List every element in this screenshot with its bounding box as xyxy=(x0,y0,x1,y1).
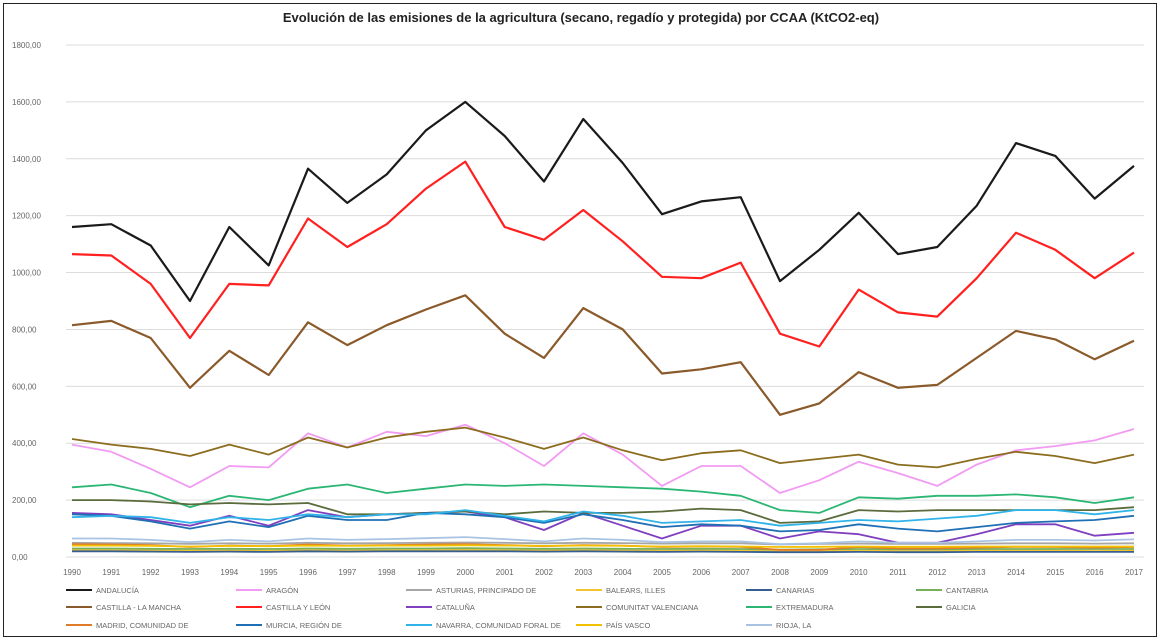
legend-label: CANARIAS xyxy=(776,586,814,595)
y-tick-label: 1800,00 xyxy=(12,41,41,50)
legend-item: MURCIA, REGIÓN DE xyxy=(236,621,342,630)
x-tick-label: 2009 xyxy=(810,568,828,577)
line-chart: Evolución de las emisiones de la agricul… xyxy=(12,10,1144,630)
y-tick-label: 400,00 xyxy=(12,439,37,448)
legend-label: ARAGÓN xyxy=(266,586,299,595)
legend-label: CASTILLA - LA MANCHA xyxy=(96,603,181,612)
chart-title: Evolución de las emisiones de la agricul… xyxy=(283,10,879,25)
x-tick-label: 1994 xyxy=(220,568,238,577)
legend-item: GALICIA xyxy=(916,603,976,612)
legend-label: ASTURIAS, PRINCIPADO DE xyxy=(436,586,536,595)
x-tick-label: 2010 xyxy=(850,568,868,577)
legend-item: ASTURIAS, PRINCIPADO DE xyxy=(406,586,536,595)
x-tick-label: 1998 xyxy=(378,568,396,577)
legend-item: ANDALUCÍA xyxy=(66,586,139,595)
x-tick-label: 2005 xyxy=(653,568,671,577)
legend-item: MADRID, COMUNIDAD DE xyxy=(66,621,189,630)
x-tick-label: 1991 xyxy=(102,568,120,577)
y-tick-label: 800,00 xyxy=(12,325,37,334)
x-tick-label: 1990 xyxy=(63,568,81,577)
legend-item: EXTREMADURA xyxy=(746,603,834,612)
x-tick-label: 2002 xyxy=(535,568,553,577)
legend-item: RIOJA, LA xyxy=(746,621,811,630)
x-tick-label: 2013 xyxy=(968,568,986,577)
gridlines xyxy=(66,44,1144,558)
legend-item: NAVARRA, COMUNIDAD FORAL DE xyxy=(406,621,561,630)
y-tick-label: 1400,00 xyxy=(12,155,41,164)
x-tick-label: 1992 xyxy=(142,568,160,577)
y-tick-label: 0,00 xyxy=(12,553,28,562)
legend-label: MURCIA, REGIÓN DE xyxy=(266,621,342,630)
y-tick-label: 1000,00 xyxy=(12,269,41,278)
legend-label: ANDALUCÍA xyxy=(96,586,139,595)
x-tick-label: 1995 xyxy=(260,568,278,577)
legend-label: PAÍS VASCO xyxy=(606,621,650,630)
x-tick-label: 2003 xyxy=(574,568,592,577)
series-lines xyxy=(71,100,1135,554)
x-tick-label: 1996 xyxy=(299,568,317,577)
legend-item: CASTILLA - LA MANCHA xyxy=(66,603,181,612)
series-line-comunitat-valenciana xyxy=(71,426,1135,469)
legend-label: CASTILLA Y LEÓN xyxy=(266,603,330,612)
x-tick-label: 2006 xyxy=(692,568,710,577)
x-tick-label: 2017 xyxy=(1125,568,1143,577)
legend-label: CATALUÑA xyxy=(436,603,475,612)
y-tick-label: 200,00 xyxy=(12,496,37,505)
legend-label: RIOJA, LA xyxy=(776,621,811,630)
series-line-pais-vasco xyxy=(72,544,1134,548)
legend-item: PAÍS VASCO xyxy=(576,621,650,630)
series-line-cantabria xyxy=(72,547,1134,551)
x-tick-label: 1999 xyxy=(417,568,435,577)
legend-label: CANTABRIA xyxy=(946,586,988,595)
series-line-cataluna xyxy=(71,509,1135,544)
legend-item: CANARIAS xyxy=(746,586,814,595)
x-tick-label: 2004 xyxy=(614,568,632,577)
legend-label: EXTREMADURA xyxy=(776,603,834,612)
series-line-castilla-y-leon xyxy=(71,160,1135,348)
x-tick-label: 2015 xyxy=(1046,568,1064,577)
series-line-extremadura xyxy=(71,483,1135,514)
x-tick-label: 2007 xyxy=(732,568,750,577)
series-line-murcia-region-de xyxy=(71,511,1135,533)
x-axis-ticks: 1990 1991 1992 1993 1994 1995 1996 1997 1998 1999… xyxy=(63,568,1143,577)
x-tick-label: 1993 xyxy=(181,568,199,577)
x-tick-label: 2008 xyxy=(771,568,789,577)
legend-label: MADRID, COMUNIDAD DE xyxy=(96,621,189,630)
series-line-andalucia xyxy=(71,100,1135,303)
x-tick-label: 2000 xyxy=(456,568,474,577)
series-line-canarias xyxy=(72,550,1134,554)
legend-label: COMUNITAT VALENCIANA xyxy=(606,603,698,612)
series-line-navarra-comunidad-foral-de xyxy=(71,509,1135,527)
y-axis-ticks: 0,00 200,00 400,00 600,00 800,00 1000,00 1200,… xyxy=(12,41,41,562)
y-tick-label: 1200,00 xyxy=(12,212,41,221)
x-tick-label: 2012 xyxy=(928,568,946,577)
series-line-asturias-principado-de xyxy=(71,541,1135,546)
legend-item: CANTABRIA xyxy=(916,586,988,595)
legend-item: BALEARS, ILLES xyxy=(576,586,665,595)
legend-label: BALEARS, ILLES xyxy=(606,586,665,595)
legend-item: COMUNITAT VALENCIANA xyxy=(576,603,698,612)
series-line-castilla-la-mancha xyxy=(71,294,1135,416)
y-tick-label: 1600,00 xyxy=(12,98,41,107)
legend-item: ARAGÓN xyxy=(236,586,299,595)
x-tick-label: 2011 xyxy=(889,568,907,577)
series-line-rioja-la xyxy=(72,536,1135,546)
x-tick-label: 2016 xyxy=(1086,568,1104,577)
chart-frame: Evolución de las emisiones de la agricul… xyxy=(3,3,1157,637)
legend-label: NAVARRA, COMUNIDAD FORAL DE xyxy=(436,621,561,630)
x-tick-label: 2014 xyxy=(1007,568,1025,577)
x-tick-label: 2001 xyxy=(496,568,514,577)
legend-item: CASTILLA Y LEÓN xyxy=(236,603,330,612)
y-tick-label: 600,00 xyxy=(12,382,37,391)
legend: ANDALUCÍA ARAGÓN ASTURIAS, PRINCIPADO DE BA… xyxy=(66,586,988,630)
series-line-balears-illes xyxy=(71,549,1135,553)
legend-item: CATALUÑA xyxy=(406,603,475,612)
legend-label: GALICIA xyxy=(946,603,976,612)
x-tick-label: 1997 xyxy=(338,568,356,577)
